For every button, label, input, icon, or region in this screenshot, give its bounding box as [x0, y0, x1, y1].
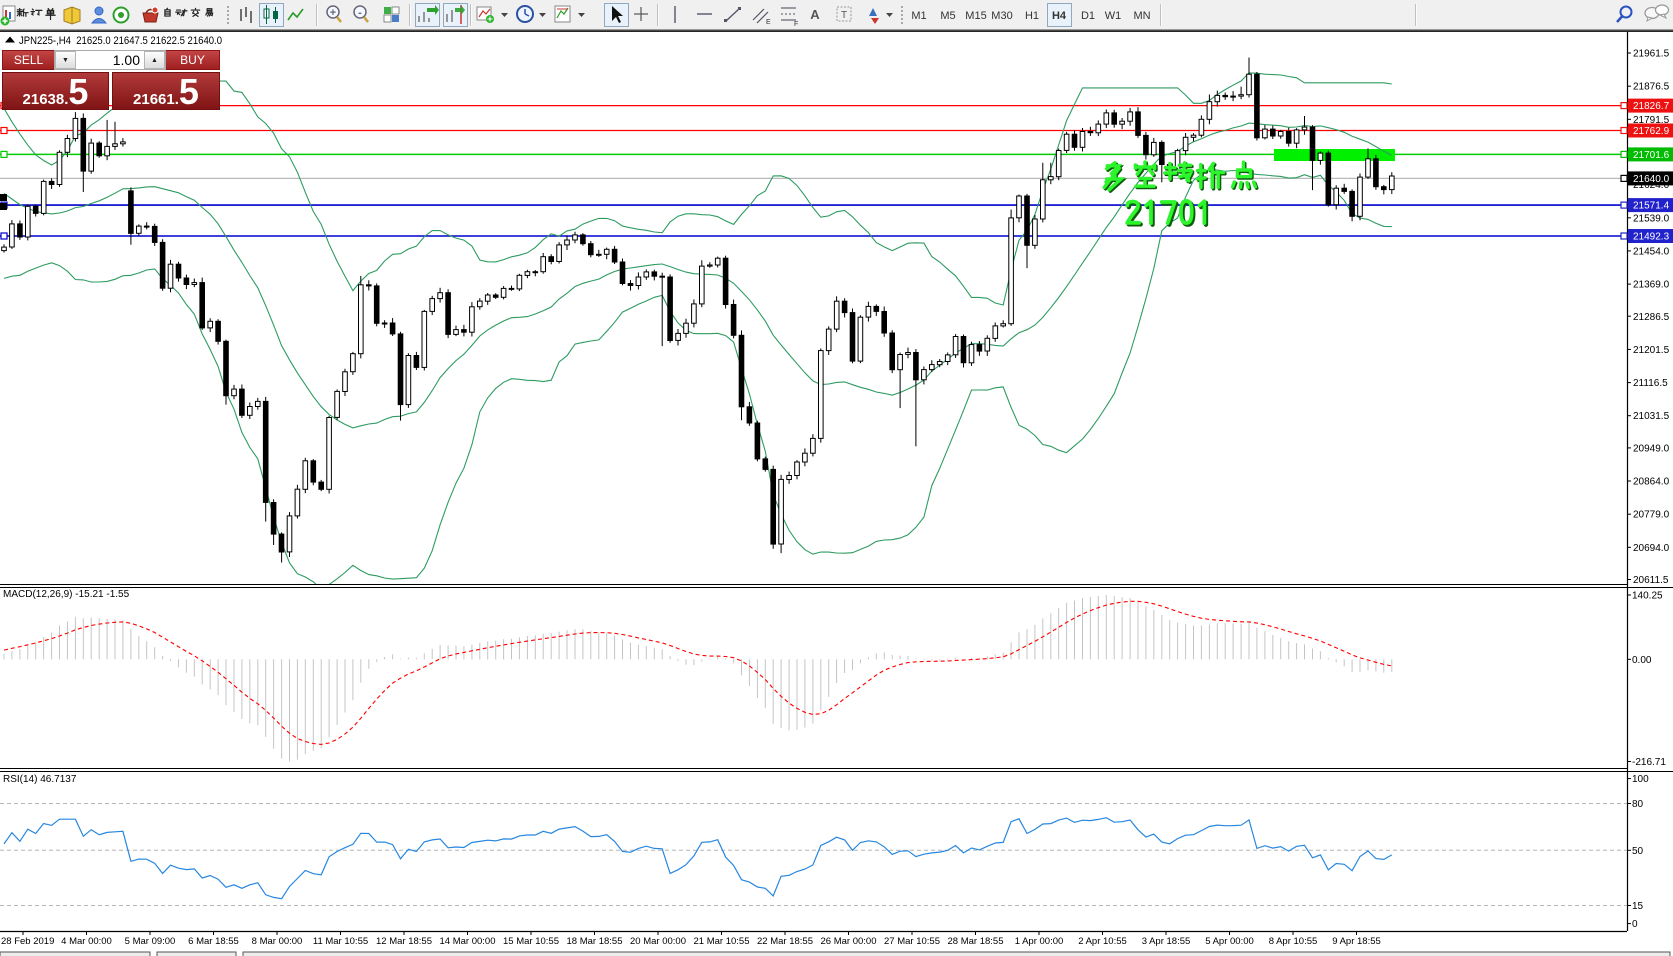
svg-text:1 Apr 00:00: 1 Apr 00:00	[1015, 936, 1064, 947]
svg-text:8 Apr 10:55: 8 Apr 10:55	[1269, 936, 1318, 947]
svg-text:A: A	[810, 7, 820, 22]
svg-text:2 Apr 10:55: 2 Apr 10:55	[1078, 936, 1127, 947]
svg-text:50: 50	[1632, 846, 1644, 857]
svg-text:140.25: 140.25	[1632, 591, 1663, 602]
svg-text:M15: M15	[965, 10, 986, 22]
svg-text:M1: M1	[911, 10, 926, 22]
svg-text:21640.0: 21640.0	[1633, 174, 1670, 185]
svg-text:E: E	[766, 19, 771, 26]
svg-text:15: 15	[1632, 901, 1644, 912]
svg-text:18 Mar 18:55: 18 Mar 18:55	[567, 936, 623, 947]
svg-text:20 Mar 00:00: 20 Mar 00:00	[630, 936, 686, 947]
svg-text:21571.4: 21571.4	[1633, 201, 1670, 212]
svg-text:21539.0: 21539.0	[1633, 213, 1670, 224]
svg-text:20864.0: 20864.0	[1633, 477, 1670, 488]
svg-text:H4: H4	[1052, 10, 1067, 22]
svg-text:0: 0	[1632, 919, 1638, 930]
svg-text:21961.5: 21961.5	[1633, 49, 1670, 60]
svg-text:21624.0: 21624.0	[1633, 180, 1670, 191]
svg-text:RSI(14) 46.7137: RSI(14) 46.7137	[3, 774, 77, 785]
svg-text:T: T	[841, 10, 847, 21]
svg-text:JPN225-,H4 21625.0 21647.5 21: JPN225-,H4 21625.0 21647.5 21622.5 21640…	[19, 35, 222, 47]
svg-text:21031.5: 21031.5	[1633, 411, 1670, 422]
svg-text:MACD(12,26,9) -15.21 -1.55: MACD(12,26,9) -15.21 -1.55	[3, 589, 130, 600]
svg-text:5 Mar 09:00: 5 Mar 09:00	[125, 936, 176, 947]
svg-text:14 Mar 00:00: 14 Mar 00:00	[440, 936, 496, 947]
svg-text:+: +	[330, 7, 336, 19]
svg-text:21116.5: 21116.5	[1633, 378, 1668, 389]
svg-text:21701.6: 21701.6	[1633, 150, 1670, 161]
svg-text:W1: W1	[1105, 10, 1122, 22]
svg-text:27 Mar 10:55: 27 Mar 10:55	[884, 936, 940, 947]
svg-text:20611.5: 20611.5	[1633, 575, 1669, 586]
svg-text:6 Mar 18:55: 6 Mar 18:55	[188, 936, 239, 947]
svg-text:D1: D1	[1081, 10, 1095, 22]
svg-text:MN: MN	[1133, 10, 1150, 22]
svg-text:21369.0: 21369.0	[1633, 280, 1670, 291]
svg-text:3 Apr 18:55: 3 Apr 18:55	[1142, 936, 1191, 947]
svg-text:4 Mar 00:00: 4 Mar 00:00	[61, 936, 112, 947]
svg-text:8 Mar 00:00: 8 Mar 00:00	[252, 936, 303, 947]
svg-text:22 Mar 18:55: 22 Mar 18:55	[757, 936, 813, 947]
svg-text:F: F	[794, 21, 798, 28]
svg-text:80: 80	[1632, 799, 1644, 810]
svg-text:28 Mar 18:55: 28 Mar 18:55	[948, 936, 1004, 947]
svg-text:M30: M30	[991, 10, 1012, 22]
svg-text:0.00: 0.00	[1632, 655, 1652, 666]
svg-text:21791.5: 21791.5	[1633, 115, 1670, 126]
svg-text:20779.0: 20779.0	[1633, 510, 1670, 521]
svg-text:11 Mar 10:55: 11 Mar 10:55	[313, 936, 368, 947]
svg-text:-: -	[358, 7, 362, 19]
svg-text:H1: H1	[1025, 10, 1039, 22]
svg-text:9 Apr 18:55: 9 Apr 18:55	[1332, 936, 1381, 947]
svg-text:28 Feb 2019: 28 Feb 2019	[1, 936, 54, 947]
svg-text:21 Mar 10:55: 21 Mar 10:55	[694, 936, 750, 947]
svg-text:21826.7: 21826.7	[1633, 101, 1670, 112]
svg-text:26 Mar 00:00: 26 Mar 00:00	[821, 936, 877, 947]
svg-text:100: 100	[1632, 774, 1649, 785]
svg-text:M5: M5	[940, 10, 955, 22]
svg-text:20949.0: 20949.0	[1633, 443, 1670, 454]
svg-text:15 Mar 10:55: 15 Mar 10:55	[503, 936, 559, 947]
svg-text:21286.5: 21286.5	[1633, 312, 1670, 323]
svg-text:5 Apr 00:00: 5 Apr 00:00	[1205, 936, 1254, 947]
svg-text:21201.5: 21201.5	[1633, 345, 1670, 356]
svg-text:12 Mar 18:55: 12 Mar 18:55	[376, 936, 432, 947]
svg-text:21876.5: 21876.5	[1633, 82, 1670, 93]
svg-text:20694.0: 20694.0	[1633, 543, 1670, 554]
svg-text:21492.3: 21492.3	[1633, 232, 1670, 243]
svg-text:21454.0: 21454.0	[1633, 246, 1670, 257]
svg-text:21762.9: 21762.9	[1633, 126, 1670, 137]
svg-text:-216.71: -216.71	[1632, 757, 1666, 768]
